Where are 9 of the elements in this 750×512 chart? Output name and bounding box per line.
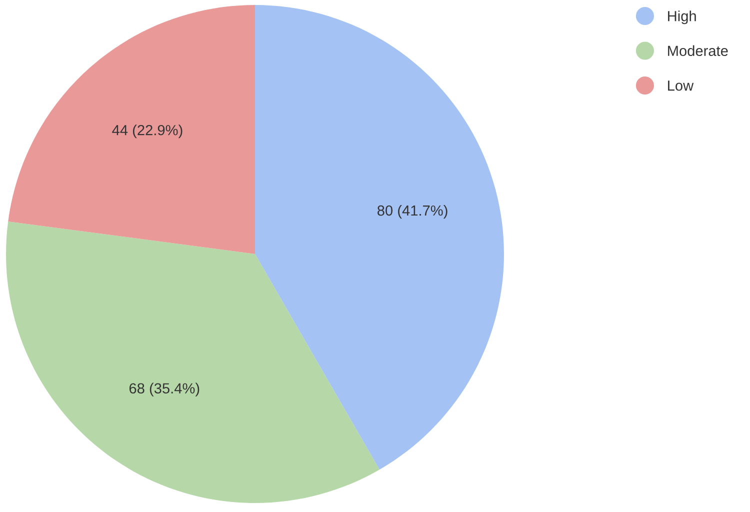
pie-slice xyxy=(6,222,380,503)
pie-slice xyxy=(255,5,504,470)
legend-label: Moderate xyxy=(668,45,728,56)
data-label: 80 (41.7%) xyxy=(378,204,448,219)
legend-label: High xyxy=(668,10,696,24)
pie-slice xyxy=(8,5,255,254)
data-label: 68 (35.4%) xyxy=(129,382,200,396)
legend-label: Low xyxy=(668,80,694,91)
data-label: 44 (22.9%) xyxy=(112,124,182,138)
